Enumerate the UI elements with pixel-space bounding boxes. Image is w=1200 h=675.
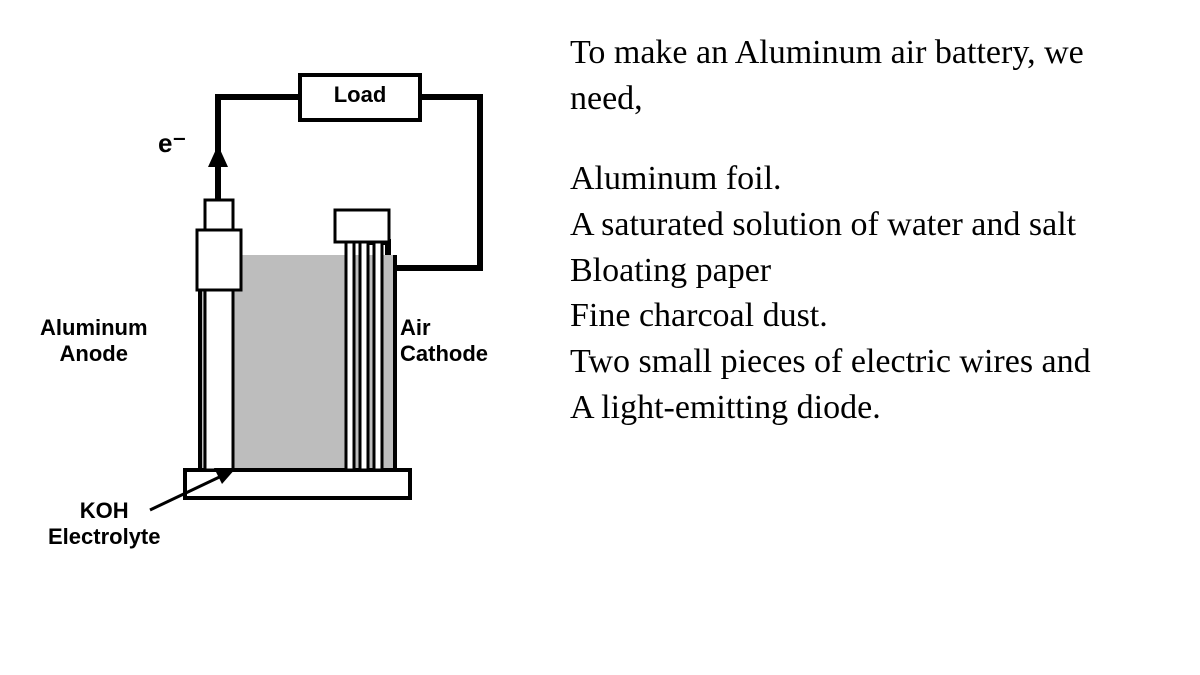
cathode-label: Air Cathode [400, 315, 488, 367]
list-item: A saturated solution of water and salt [570, 202, 1160, 248]
cathode-post-1 [346, 226, 354, 470]
text-panel: To make an Aluminum air battery, we need… [560, 0, 1200, 675]
cathode-post-2 [360, 226, 368, 470]
electron-arrow-icon [208, 145, 228, 167]
circuit-wire-left [218, 97, 300, 200]
list-item: Aluminum foil. [570, 156, 1160, 202]
list-item: Two small pieces of electric wires and [570, 339, 1160, 385]
cathode-post-3 [374, 226, 382, 470]
materials-list: Aluminum foil. A saturated solution of w… [570, 156, 1160, 431]
anode-cap [197, 230, 241, 290]
electron-label: e⁻ [158, 128, 186, 159]
list-item: A light-emitting diode. [570, 385, 1160, 431]
list-item: Fine charcoal dust. [570, 293, 1160, 339]
page: Load e⁻ Aluminum Anode Air Cathode KOH E… [0, 0, 1200, 675]
diagram-panel: Load e⁻ Aluminum Anode Air Cathode KOH E… [0, 0, 560, 675]
anode-label: Aluminum Anode [40, 315, 148, 367]
list-item: Bloating paper [570, 248, 1160, 294]
cathode-cap [335, 210, 389, 242]
load-label: Load [300, 82, 420, 108]
electrolyte-label: KOH Electrolyte [48, 498, 161, 550]
intro-text: To make an Aluminum air battery, we need… [570, 30, 1160, 122]
